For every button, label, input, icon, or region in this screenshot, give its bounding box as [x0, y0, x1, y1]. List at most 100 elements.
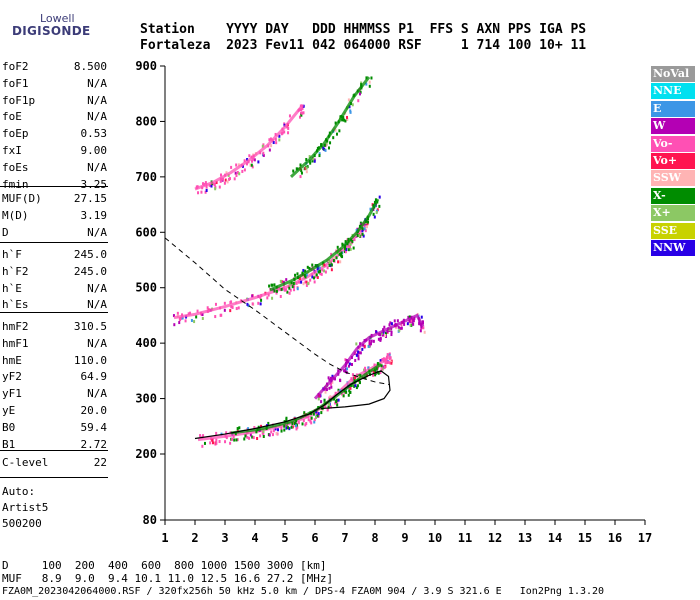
echo-dot [304, 275, 307, 279]
echo-dot [278, 134, 281, 138]
echo-dot [212, 441, 215, 445]
echo-dot [203, 441, 206, 445]
echo-dot [347, 364, 350, 368]
echo-dot [330, 385, 333, 389]
echo-dot [400, 323, 403, 327]
param-label: foE [2, 110, 22, 124]
echo-dot [268, 433, 271, 437]
x-tick-label: 3 [221, 531, 228, 545]
trace-line [194, 103, 305, 191]
param-row: yF2 64.9 [2, 370, 107, 385]
echo-dot [251, 294, 254, 298]
echo-dot [300, 171, 303, 175]
echo-dot [376, 362, 379, 366]
echo-dot [193, 320, 196, 324]
echo-dot [234, 171, 237, 175]
echo-dot [343, 246, 346, 250]
echo-dot [377, 337, 380, 341]
echo-dot [305, 273, 308, 277]
echo-dot [339, 260, 342, 264]
autoscaling-info: 500200 [2, 517, 42, 530]
echo-dot [301, 106, 304, 110]
echo-dot [360, 81, 363, 85]
echo-dot [245, 162, 248, 166]
echo-dot [189, 311, 192, 315]
echo-dot [226, 180, 229, 184]
param-row: foEs N/A [2, 161, 107, 176]
echo-dot [340, 254, 343, 258]
echo-dot [317, 414, 320, 418]
echo-dot [304, 269, 307, 273]
echo-dot [343, 118, 346, 122]
echo-dot [299, 163, 302, 167]
echo-dot [379, 338, 382, 342]
echo-dot [257, 301, 260, 305]
echo-dot [229, 441, 232, 445]
echo-dot [214, 302, 217, 306]
echo-dot [247, 304, 250, 308]
echo-dot [315, 273, 318, 277]
separator-line [0, 450, 108, 451]
x-tick-label: 11 [458, 531, 472, 545]
y-tick-label: 400 [135, 336, 157, 350]
echo-dot [380, 368, 383, 372]
echo-dot [345, 390, 348, 394]
param-value: N/A [87, 93, 107, 107]
echo-dot [259, 302, 262, 306]
echo-dot [396, 319, 399, 323]
echo-dot [201, 444, 204, 448]
y-tick-label: 700 [135, 170, 157, 184]
echo-dot [343, 369, 346, 373]
echo-dot [356, 384, 359, 388]
param-value: 3.25 [80, 177, 108, 191]
echo-dot [299, 175, 302, 179]
echo-dot [285, 278, 288, 282]
echo-dot [315, 415, 318, 419]
param-label: B1 [2, 437, 16, 451]
echo-dot [330, 263, 333, 267]
echo-dot [231, 305, 234, 309]
echo-dot [305, 280, 308, 284]
echo-dot [214, 187, 217, 191]
echo-dot [286, 125, 289, 129]
echo-dot [340, 392, 343, 396]
echo-dot [176, 311, 179, 315]
echo-dot [179, 318, 182, 322]
echo-dot [232, 435, 235, 439]
echo-dot [199, 434, 202, 438]
echo-dot [336, 245, 339, 249]
echo-dot [349, 109, 352, 113]
echo-dot [334, 128, 337, 132]
echo-dot [327, 405, 330, 409]
echo-dot [423, 330, 426, 334]
legend-item: X+ [651, 205, 695, 222]
echo-dot [287, 126, 290, 130]
echo-dot [419, 329, 422, 333]
echo-dot [372, 373, 375, 377]
y-tick-label: 200 [135, 447, 157, 461]
echo-dot [367, 344, 370, 348]
echo-dot [359, 373, 362, 377]
echo-dot [274, 132, 277, 136]
echo-dot [395, 326, 398, 330]
echo-dot [286, 290, 289, 294]
echo-dot [353, 376, 356, 380]
echo-dot [329, 405, 332, 409]
echo-dot [412, 319, 415, 323]
echo-dot [330, 268, 333, 272]
echo-dot [318, 154, 321, 158]
echo-dot [328, 263, 331, 267]
echo-dot [219, 173, 222, 177]
echo-dot [288, 282, 291, 286]
echo-dot [218, 440, 221, 444]
trace-line [313, 313, 425, 400]
echo-dot [384, 334, 387, 338]
echo-dot [302, 419, 305, 423]
param-label: foEp [2, 127, 29, 141]
param-label: D [2, 225, 9, 239]
echo-dot [202, 434, 205, 438]
echo-dot [311, 275, 314, 279]
echo-dot [377, 371, 380, 375]
echo-dot [345, 247, 348, 251]
echo-dot [223, 301, 226, 305]
